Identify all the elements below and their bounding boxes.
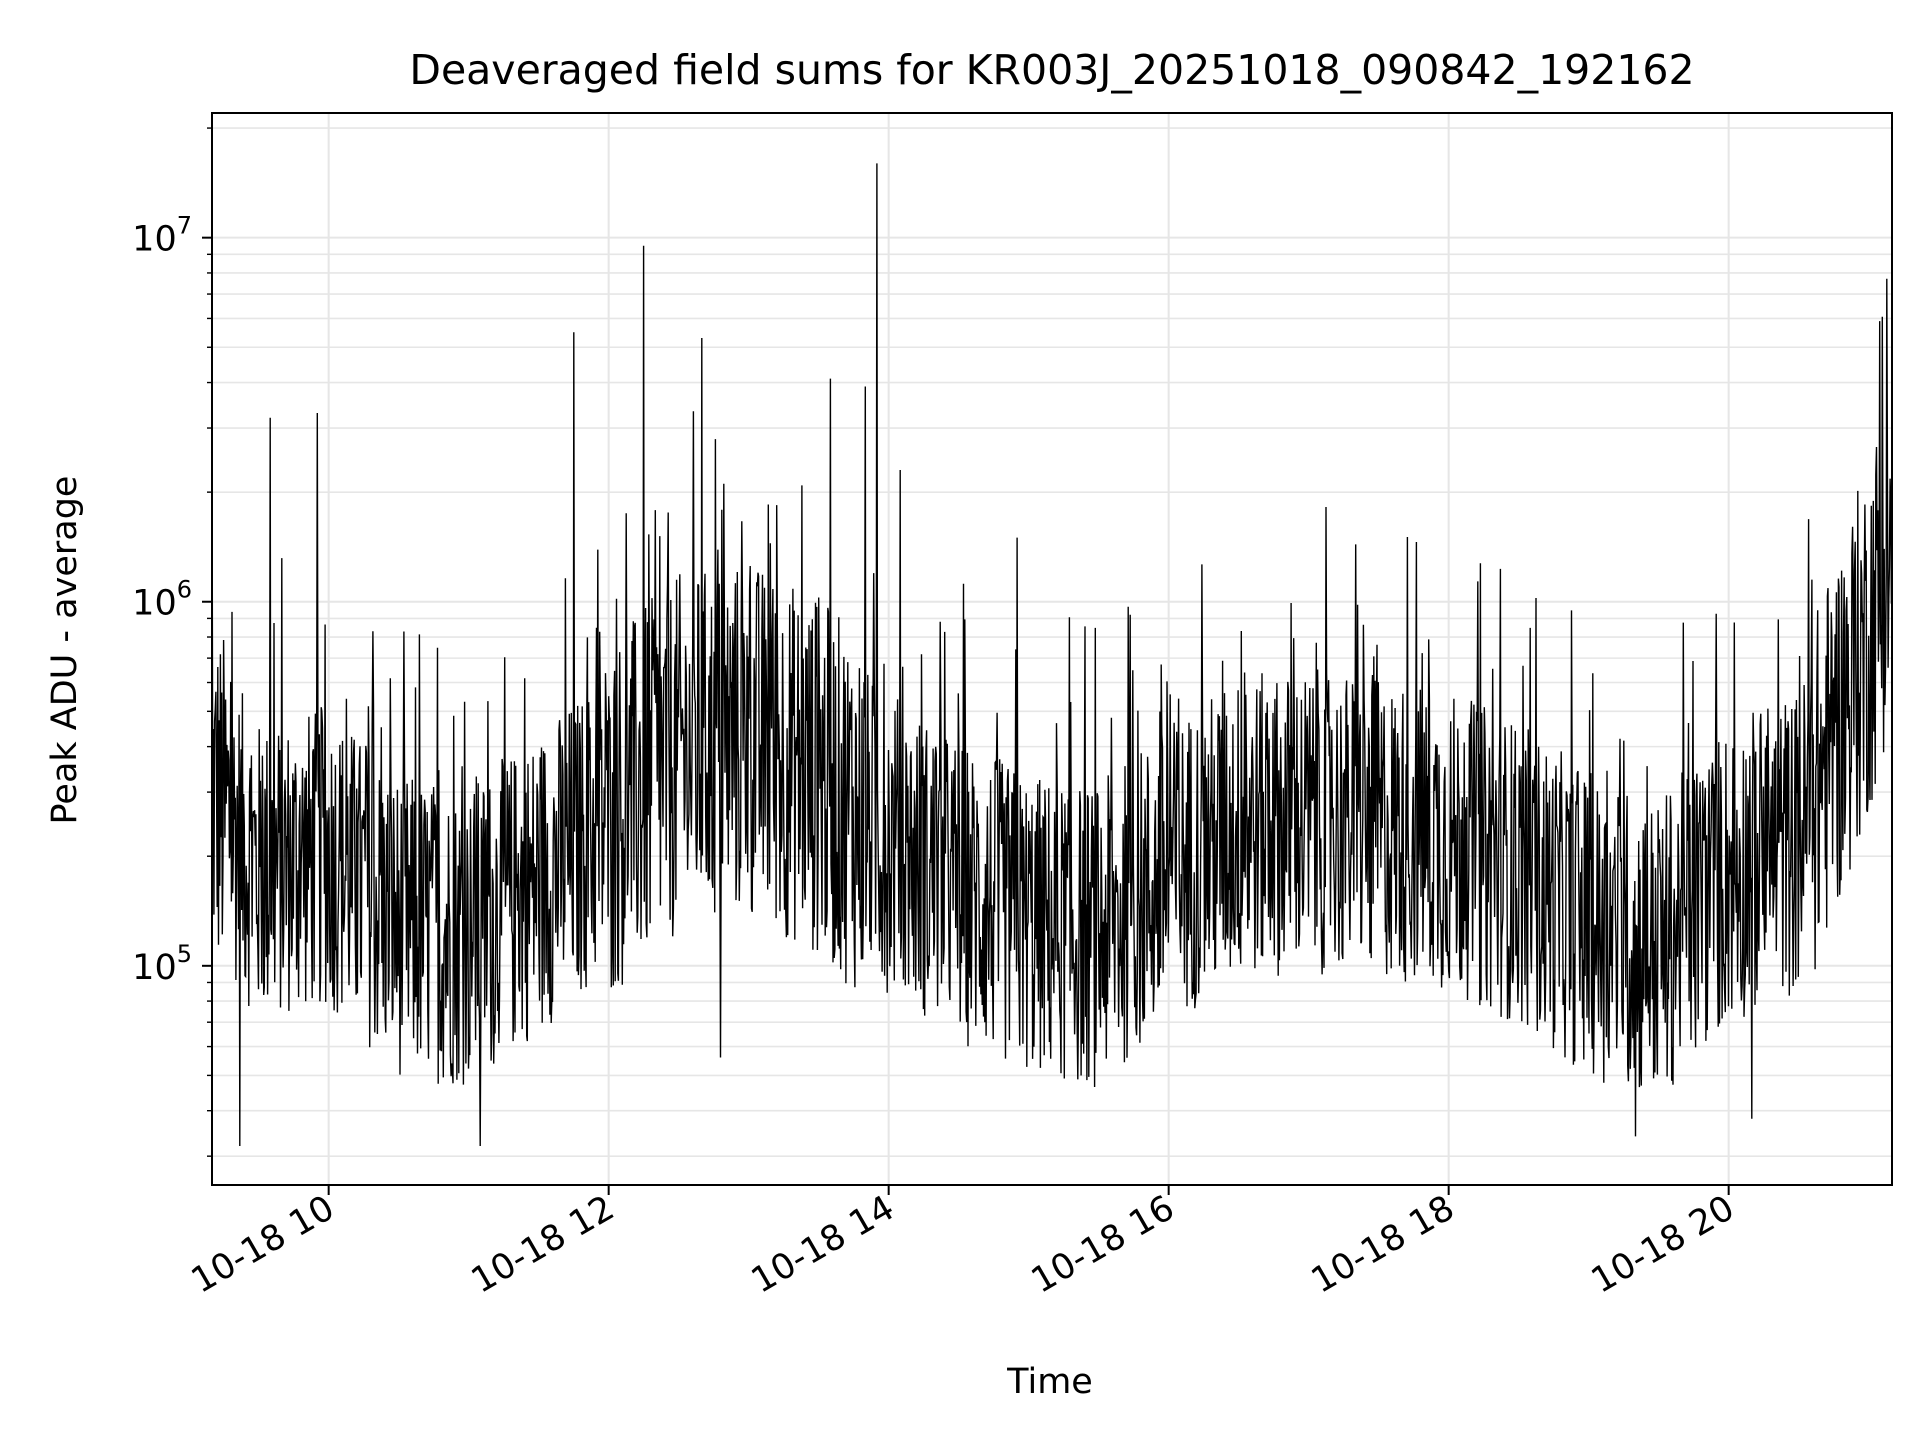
x-tick-label: 10-18 18 bbox=[1305, 1188, 1461, 1301]
x-tick-label: 10-18 12 bbox=[465, 1188, 621, 1301]
x-tick-label: 10-18 14 bbox=[745, 1188, 901, 1301]
x-tick-label: 10-18 10 bbox=[185, 1188, 341, 1301]
series bbox=[211, 163, 1893, 1147]
x-axis-label: Time bbox=[1006, 1362, 1093, 1402]
y-tick-label: 105 bbox=[132, 940, 192, 988]
series-line bbox=[211, 163, 1893, 1147]
y-axis-label: Peak ADU - average bbox=[45, 476, 85, 825]
y-tick-label: 106 bbox=[132, 576, 192, 624]
x-tick-label: 10-18 16 bbox=[1025, 1188, 1181, 1301]
plot-area-frame bbox=[211, 112, 1893, 1186]
chart-title: Deaveraged field sums for KR003J_2025101… bbox=[409, 46, 1694, 94]
y-tick-label: 107 bbox=[132, 212, 192, 260]
x-tick-label: 10-18 20 bbox=[1585, 1188, 1741, 1301]
